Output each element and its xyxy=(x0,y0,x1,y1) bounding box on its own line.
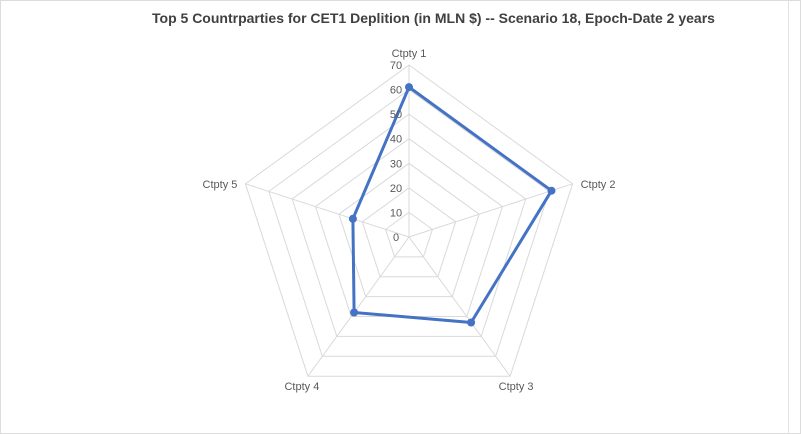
tick-label: 50 xyxy=(390,109,402,121)
category-label: Ctpty 4 xyxy=(284,381,319,393)
tick-label: 40 xyxy=(390,134,402,146)
grid-ring xyxy=(338,162,480,298)
category-label: Ctpty 1 xyxy=(392,48,427,60)
data-point xyxy=(405,83,413,92)
data-point xyxy=(467,318,476,327)
category-label: Ctpty 3 xyxy=(499,381,534,393)
series-layer xyxy=(348,83,556,327)
grid-spoke xyxy=(408,236,511,377)
category-label: Ctpty 5 xyxy=(203,179,238,191)
tick-label: 60 xyxy=(390,85,402,97)
tick-label: 30 xyxy=(390,158,402,170)
data-point xyxy=(547,186,556,195)
frame-edge xyxy=(788,0,789,434)
tick-label: 70 xyxy=(390,60,402,72)
tick-label: 0 xyxy=(393,232,399,244)
grid-spoke xyxy=(408,183,573,238)
grid-ring xyxy=(268,88,550,357)
data-point xyxy=(348,214,357,223)
data-point xyxy=(350,308,359,317)
tick-label: 10 xyxy=(390,207,402,219)
grid-ring xyxy=(244,64,574,377)
grid-ring xyxy=(361,187,457,278)
grid-ring xyxy=(385,211,433,258)
grid-spoke xyxy=(245,183,410,238)
category-label: Ctpty 2 xyxy=(581,179,616,191)
grid-spoke xyxy=(307,236,410,377)
series-line xyxy=(351,85,553,324)
tick-label: 20 xyxy=(390,183,402,195)
chart-title: Top 5 Countrparties for CET1 Deplition (… xyxy=(152,10,715,26)
grid-layer xyxy=(244,64,574,377)
grid-ring xyxy=(291,113,527,337)
